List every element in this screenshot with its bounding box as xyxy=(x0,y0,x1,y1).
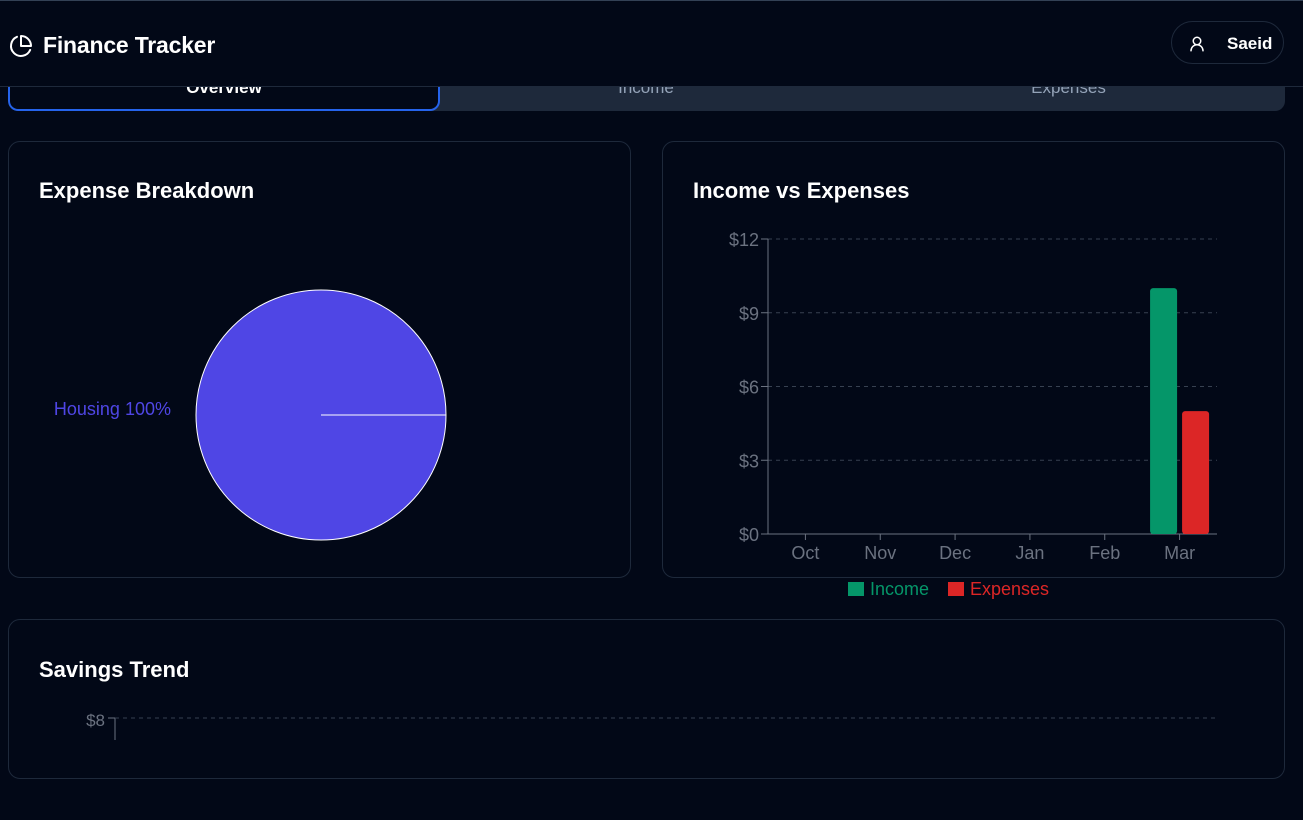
app-header: Finance Tracker Saeid xyxy=(0,1,1303,87)
savings-trend-title: Savings Trend xyxy=(39,657,190,682)
savings-trend-chart: $8 xyxy=(86,711,1219,740)
income-vs-expenses-title: Income vs Expenses xyxy=(693,178,910,203)
app-title: Finance Tracker xyxy=(43,32,216,58)
savings-trend-card: Savings Trend $8 xyxy=(8,619,1285,779)
legend-label-expenses: Expenses xyxy=(970,579,1049,599)
legend-label-income: Income xyxy=(870,579,929,599)
pie-label-housing: Housing 100% xyxy=(54,399,171,419)
savings-ytick-label: $8 xyxy=(86,711,105,730)
expense-breakdown-title: Expense Breakdown xyxy=(39,178,255,203)
income-vs-expenses-card: Income vs Expenses xyxy=(662,141,1285,578)
expense-breakdown-card: Expense Breakdown Housing 100% xyxy=(8,141,631,578)
brand[interactable]: Finance Tracker xyxy=(9,32,215,59)
user-icon xyxy=(1190,36,1204,52)
user-name: Saeid xyxy=(1227,34,1273,53)
window-top-border xyxy=(0,0,1303,1)
pie-chart-icon xyxy=(10,34,32,57)
legend-swatch-income xyxy=(848,582,864,596)
user-menu-button[interactable]: Saeid xyxy=(1171,21,1284,64)
legend-swatch-expenses xyxy=(948,582,964,596)
expense-pie-chart: Housing 100% xyxy=(54,289,447,541)
